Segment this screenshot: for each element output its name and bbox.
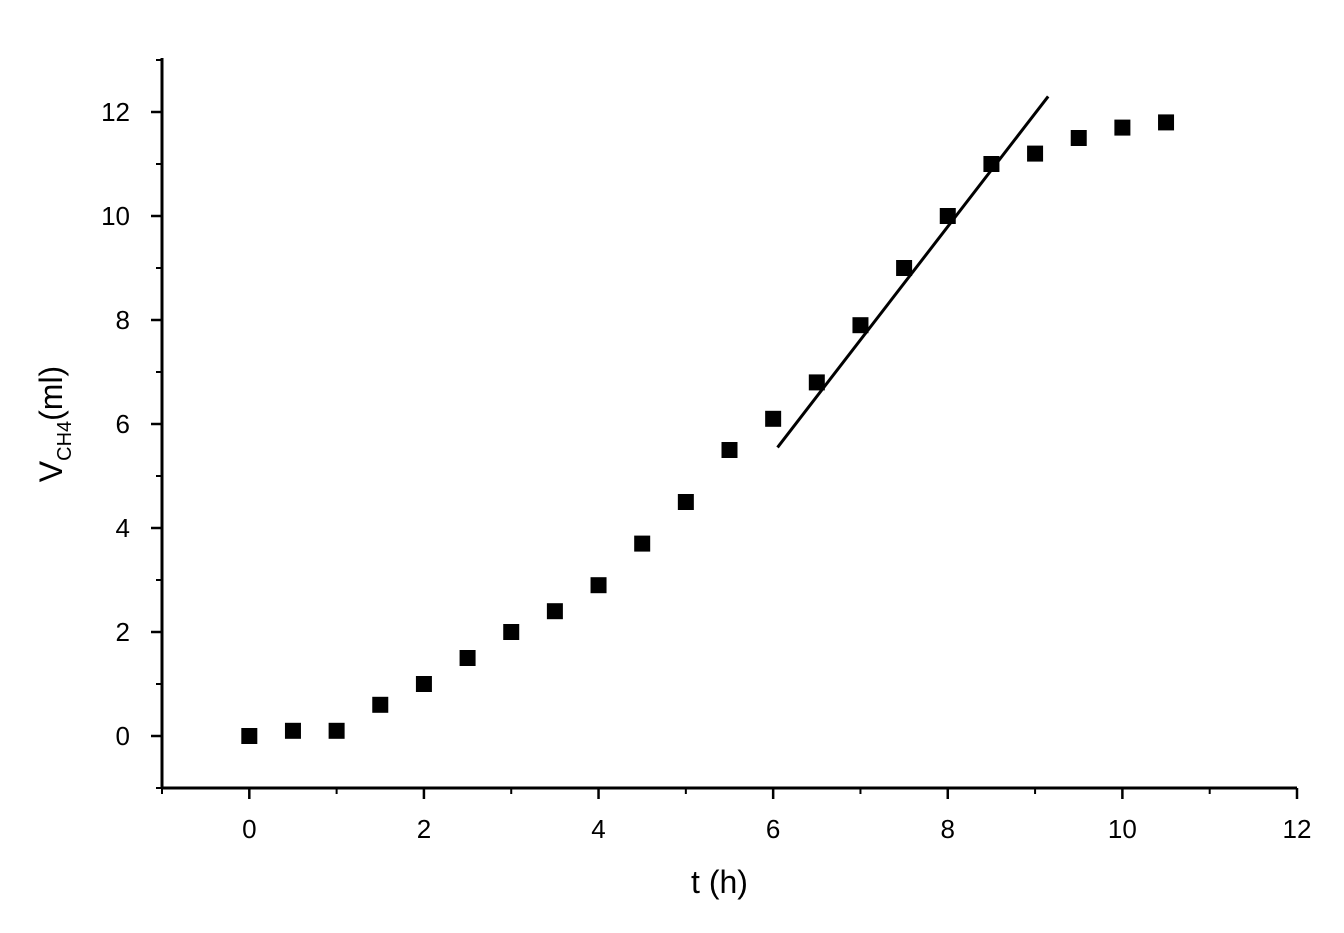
data-point [372,696,389,713]
y-tick-label: 4 [116,513,130,543]
y-tick-label: 10 [101,201,130,231]
y-tick-label: 0 [116,721,130,751]
y-tick-label: 12 [101,97,130,127]
x-tick-label: 4 [591,814,605,844]
data-point [1114,119,1131,136]
data-point [1027,145,1044,162]
data-point [546,603,563,620]
data-point [590,577,607,594]
data-point [328,722,345,739]
y-tick-label: 2 [116,617,130,647]
axis-labels: t (h) VCH4(ml) [33,366,748,900]
y-tick-label: 6 [116,409,130,439]
x-tick-label: 6 [766,814,780,844]
data-point [634,535,651,552]
data-point [939,208,956,224]
data-point [1070,130,1087,146]
data-point [808,374,825,391]
x-axis-title: t (h) [691,864,748,900]
data-point [241,728,258,744]
data-point [459,650,476,666]
fit-line-group [776,95,1050,449]
data-point [852,317,869,334]
data-point [721,442,738,458]
y-axis-title-unit: (ml) [33,366,69,421]
x-tick-label: 0 [242,814,256,844]
x-tick-label: 2 [417,814,431,844]
x-tick-label: 12 [1283,814,1312,844]
x-tick-label: 10 [1108,814,1137,844]
y-axis-title: VCH4(ml) [33,366,76,482]
data-point [896,260,913,276]
y-axis-title-subscript: CH4 [54,421,76,461]
data-point [503,624,520,640]
data-point [765,410,782,427]
data-point [415,676,432,692]
data-point [284,722,301,739]
x-tick-label: 8 [941,814,955,844]
data-points [241,114,1175,744]
fit-line [776,95,1050,449]
data-point [983,156,1000,172]
data-point [1158,114,1175,131]
y-axis-title-main: V [33,460,69,482]
axes: 0 2 4 6 8 10 12 0 2 4 6 8 10 12 [101,58,1311,844]
y-tick-label: 8 [116,305,130,335]
data-point [677,494,694,510]
